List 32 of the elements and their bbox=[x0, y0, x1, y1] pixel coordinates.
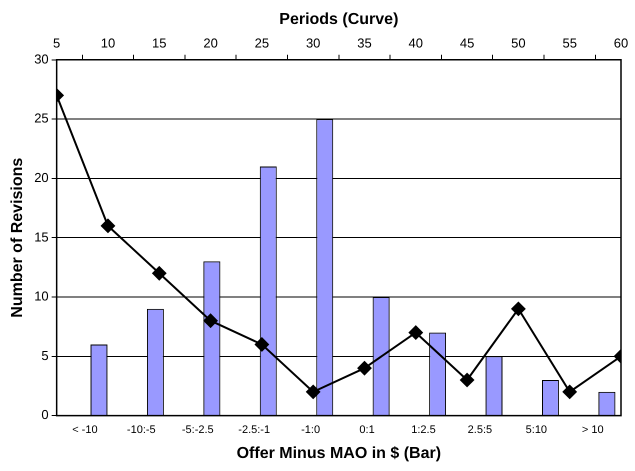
x2-tick-label: 35 bbox=[357, 36, 372, 51]
y-tick-label: 15 bbox=[34, 229, 49, 244]
x2-axis-title: Periods (Curve) bbox=[279, 11, 398, 28]
x-tick-label: > 10 bbox=[582, 424, 604, 436]
x-tick-label: -10:-5 bbox=[126, 424, 156, 436]
y-axis-title: Number of Revisions bbox=[9, 158, 26, 318]
x2-tick-label: 5 bbox=[53, 36, 60, 51]
x2-tick-label: 15 bbox=[152, 36, 166, 51]
x-tick-label: -5:-2.5 bbox=[182, 424, 214, 436]
x2-tick-label: 55 bbox=[562, 36, 577, 51]
x2-tick-label: 40 bbox=[408, 36, 424, 51]
x-tick-label: 0:1 bbox=[359, 424, 375, 436]
y-tick-label: 5 bbox=[41, 348, 49, 363]
x-tick-label: 5:10 bbox=[526, 424, 548, 436]
x2-tick-label: 30 bbox=[306, 36, 320, 51]
x2-tick-label: 50 bbox=[511, 36, 526, 51]
x-axis-title: Offer Minus MAO in $ (Bar) bbox=[236, 444, 442, 462]
x2-tick-label: 25 bbox=[254, 36, 270, 51]
x-tick-label: -2.5:-1 bbox=[238, 424, 270, 436]
x2-tick-label: 45 bbox=[460, 36, 474, 51]
x-tick-label: < -10 bbox=[72, 424, 98, 436]
y-tick-label: 30 bbox=[34, 51, 49, 66]
y-tick-label: 10 bbox=[34, 288, 49, 304]
y-tick-label: 25 bbox=[34, 110, 49, 126]
x2-tick-label: 20 bbox=[203, 36, 218, 51]
x2-tick-label: 10 bbox=[100, 36, 116, 51]
x-tick-label: 2.5:5 bbox=[468, 424, 492, 436]
y-tick-label: 20 bbox=[34, 170, 49, 185]
x-tick-label: -1:0 bbox=[301, 424, 320, 436]
y-tick-label: 0 bbox=[41, 407, 49, 422]
x-tick-label: 1:2.5 bbox=[411, 424, 436, 436]
x2-tick-label: 60 bbox=[614, 36, 628, 51]
